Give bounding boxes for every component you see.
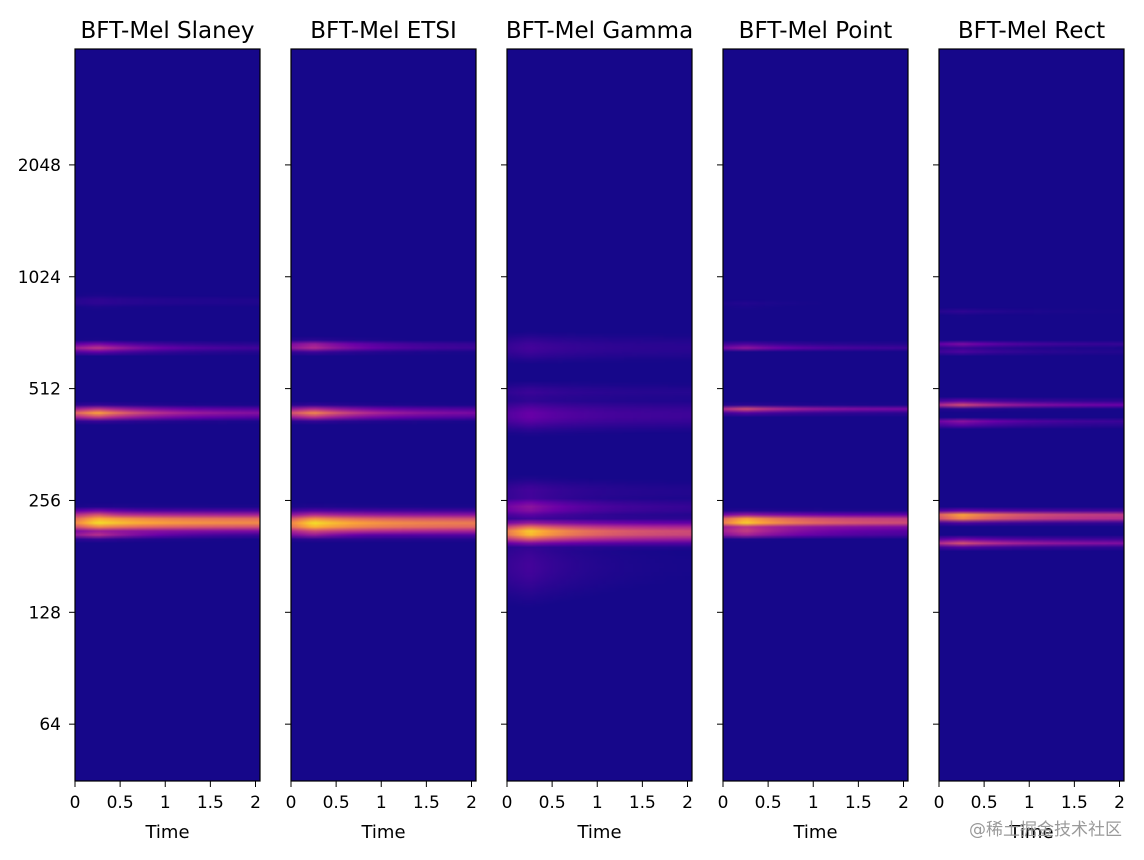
x-tick-label: 1.5 (197, 793, 224, 813)
x-tick-label: 1.5 (413, 793, 440, 813)
panel-4: BFT-Mel Point 0 0.5 1 1.5 2 Time (717, 18, 909, 843)
x-tick-label: 0 (502, 793, 513, 813)
y-tick-label: 2048 (18, 156, 61, 176)
axes-frame (506, 48, 693, 782)
y-tick-label: 128 (29, 603, 61, 623)
x-tick-label: 0.5 (107, 793, 134, 813)
spectrogram-image (291, 49, 476, 781)
x-tick-label: 2 (1114, 793, 1125, 813)
x-axis-label: Time (360, 822, 405, 843)
x-tick-label: 1.5 (1061, 793, 1088, 813)
x-axis-label: Time (576, 822, 621, 843)
panel-5: BFT-Mel Rect 0 0.5 1 1.5 2 Time (933, 18, 1125, 843)
x-tick-label: 1 (808, 793, 819, 813)
y-tick-label: 64 (39, 715, 61, 735)
axes-frame (722, 48, 909, 782)
spectrogram-image (939, 49, 1124, 781)
x-tick-label: 1 (592, 793, 603, 813)
spectrogram-image (507, 49, 692, 781)
x-tick-label: 1.5 (845, 793, 872, 813)
y-tick-label: 512 (29, 380, 61, 400)
panel-3: BFT-Mel Gamma 0 0.5 1 1.5 2 Time (501, 18, 693, 843)
axes-frame (74, 48, 261, 782)
x-tick-label: 0 (718, 793, 729, 813)
x-tick-label: 0 (934, 793, 945, 813)
panel-title: BFT-Mel ETSI (310, 18, 457, 44)
watermark: @稀土掘金技术社区 (969, 820, 1122, 840)
y-tick-label: 256 (29, 491, 61, 511)
x-tick-label: 0.5 (971, 793, 998, 813)
x-tick-label: 0 (70, 793, 81, 813)
axes-frame (290, 48, 477, 782)
x-tick-label: 2 (466, 793, 477, 813)
spectrogram-image (75, 49, 260, 781)
x-tick-label: 0.5 (539, 793, 566, 813)
panel-title: BFT-Mel Gamma (506, 18, 693, 44)
panel-title: BFT-Mel Rect (958, 18, 1105, 44)
x-axis-label: Time (144, 822, 189, 843)
spectrogram-image (723, 49, 908, 781)
x-tick-label: 0 (286, 793, 297, 813)
x-tick-label: 0.5 (323, 793, 350, 813)
x-tick-label: 1 (1024, 793, 1035, 813)
x-tick-label: 2 (898, 793, 909, 813)
panel-2: BFT-Mel ETSI 0 0.5 1 1.5 2 Time (285, 18, 477, 843)
x-axis-label: Time (1008, 822, 1053, 843)
x-tick-label: 1 (376, 793, 387, 813)
panel-title: BFT-Mel Slaney (81, 18, 255, 44)
x-tick-label: 2 (682, 793, 693, 813)
x-axis-label: Time (792, 822, 837, 843)
axes-frame (938, 48, 1125, 782)
x-tick-label: 0.5 (755, 793, 782, 813)
panel-1: BFT-Mel Slaney 0 0.5 1 1.5 2 Time 64 128 256 512 10… (18, 18, 261, 843)
x-tick-label: 2 (250, 793, 261, 813)
x-tick-label: 1 (160, 793, 171, 813)
y-tick-label: 1024 (18, 268, 61, 288)
panel-title: BFT-Mel Point (739, 18, 893, 44)
x-tick-label: 1.5 (629, 793, 656, 813)
